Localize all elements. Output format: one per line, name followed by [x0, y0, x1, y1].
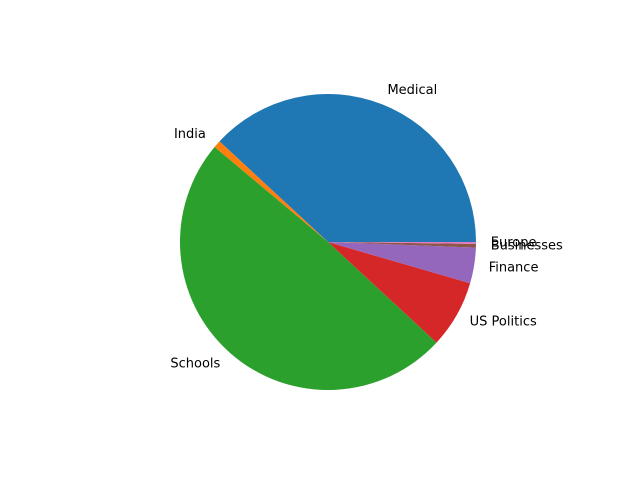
pie-slice-businesses: [328, 242, 476, 248]
pie-slice-schools: [179, 146, 437, 391]
pie-label-us-politics: US Politics: [470, 315, 537, 330]
pie-label-finance: Finance: [489, 260, 539, 275]
pie-slice-europe: [328, 242, 476, 244]
pie-label-medical: Medical: [387, 83, 437, 98]
pie-slice-us-politics: [328, 242, 471, 343]
pie-slice-medical: [219, 94, 477, 242]
pie-slice-india: [214, 141, 328, 242]
pie-slice-finance: [328, 242, 476, 284]
pie-slices: [179, 94, 477, 391]
pie-label-schools: Schools: [170, 357, 220, 372]
pie-label-india: India: [174, 127, 206, 142]
pie-label-europe: Europe: [491, 236, 537, 251]
pie-label-businesses: Businesses: [491, 239, 563, 254]
pie-labels: Medical India Schools US Politics Finance Bus…: [170, 83, 563, 372]
